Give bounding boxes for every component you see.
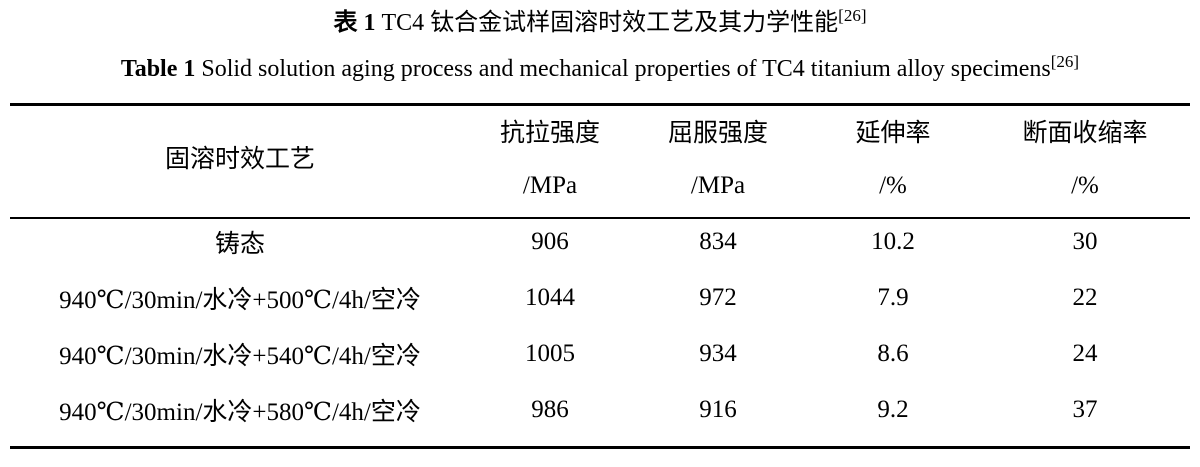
table-cell: 940℃/30min/水冷+500℃/4h/空冷 bbox=[59, 287, 421, 314]
bottom-rule bbox=[10, 446, 1190, 449]
caption-label: Table 1 bbox=[120, 56, 196, 82]
header-cell: 断面收缩率 bbox=[1022, 120, 1148, 147]
table-cell: 37 bbox=[1072, 396, 1098, 423]
table-cell: 940℃/30min/水冷+580℃/4h/空冷 bbox=[59, 399, 421, 426]
caption-en: Table 1 Solid solution aging process and… bbox=[0, 53, 1200, 83]
table-cell: 834 bbox=[699, 228, 737, 255]
caption-zh: 表 1 TC4 钛合金试样固溶时效工艺及其力学性能[26] bbox=[0, 2, 1200, 37]
caption-text: Solid solution aging process and mechani… bbox=[201, 56, 1051, 82]
top-rule bbox=[10, 103, 1190, 106]
table-cell: 8.6 bbox=[877, 340, 909, 367]
table-cell: 906 bbox=[531, 228, 569, 255]
table-cell: 7.9 bbox=[877, 284, 909, 311]
caption-ref: [26] bbox=[1050, 52, 1080, 71]
header-cell: 延伸率 bbox=[855, 120, 931, 147]
mid-rule bbox=[10, 217, 1190, 219]
table-cell: 916 bbox=[699, 396, 737, 423]
header-unit: /MPa bbox=[690, 172, 746, 199]
header-unit: /% bbox=[1071, 172, 1099, 199]
header-unit: /MPa bbox=[522, 172, 578, 199]
caption-ref: [26] bbox=[838, 6, 867, 25]
table-cell: 986 bbox=[531, 396, 569, 423]
header-unit: /% bbox=[879, 172, 907, 199]
table-cell: 铸态 bbox=[214, 231, 266, 258]
table-cell: 972 bbox=[699, 284, 737, 311]
header-cell: 固溶时效工艺 bbox=[164, 146, 316, 173]
table-cell: 30 bbox=[1072, 228, 1098, 255]
table-cell: 1005 bbox=[525, 340, 575, 367]
caption-text: TC4 钛合金试样固溶时效工艺及其力学性能 bbox=[381, 10, 839, 36]
table-cell: 1044 bbox=[525, 284, 575, 311]
table-cell: 940℃/30min/水冷+540℃/4h/空冷 bbox=[59, 343, 421, 370]
table-cell: 10.2 bbox=[871, 228, 915, 255]
table-cell: 22 bbox=[1072, 284, 1098, 311]
table-cell: 24 bbox=[1072, 340, 1098, 367]
header-cell: 抗拉强度 bbox=[499, 120, 601, 147]
header-cell: 屈服强度 bbox=[667, 120, 769, 147]
table-cell: 934 bbox=[699, 340, 737, 367]
caption-label: 表 1 bbox=[333, 10, 376, 36]
table-cell: 9.2 bbox=[877, 396, 909, 423]
